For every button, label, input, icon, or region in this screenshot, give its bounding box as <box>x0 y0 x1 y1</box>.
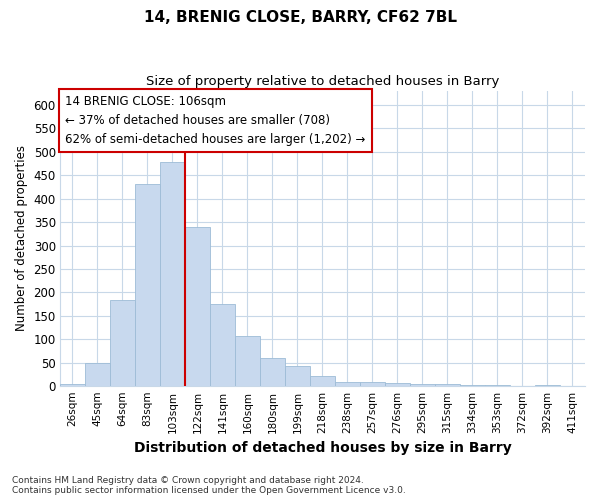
Bar <box>135 184 160 386</box>
Bar <box>535 385 560 386</box>
Bar <box>235 336 260 386</box>
Bar <box>310 376 335 386</box>
Y-axis label: Number of detached properties: Number of detached properties <box>15 146 28 332</box>
Bar <box>60 384 85 386</box>
Bar <box>435 384 460 386</box>
Text: 14, BRENIG CLOSE, BARRY, CF62 7BL: 14, BRENIG CLOSE, BARRY, CF62 7BL <box>143 10 457 25</box>
Title: Size of property relative to detached houses in Barry: Size of property relative to detached ho… <box>146 75 499 88</box>
Bar <box>460 385 485 386</box>
Text: Contains HM Land Registry data © Crown copyright and database right 2024.
Contai: Contains HM Land Registry data © Crown c… <box>12 476 406 495</box>
Bar <box>110 300 135 386</box>
Bar <box>360 382 385 386</box>
Bar <box>85 363 110 386</box>
Bar <box>385 382 410 386</box>
Bar <box>335 382 360 386</box>
Bar <box>410 384 435 386</box>
Bar <box>210 304 235 386</box>
Bar <box>260 358 285 386</box>
Text: 14 BRENIG CLOSE: 106sqm
← 37% of detached houses are smaller (708)
62% of semi-d: 14 BRENIG CLOSE: 106sqm ← 37% of detache… <box>65 95 365 146</box>
X-axis label: Distribution of detached houses by size in Barry: Distribution of detached houses by size … <box>134 441 511 455</box>
Bar <box>285 366 310 386</box>
Bar <box>160 162 185 386</box>
Bar <box>185 226 210 386</box>
